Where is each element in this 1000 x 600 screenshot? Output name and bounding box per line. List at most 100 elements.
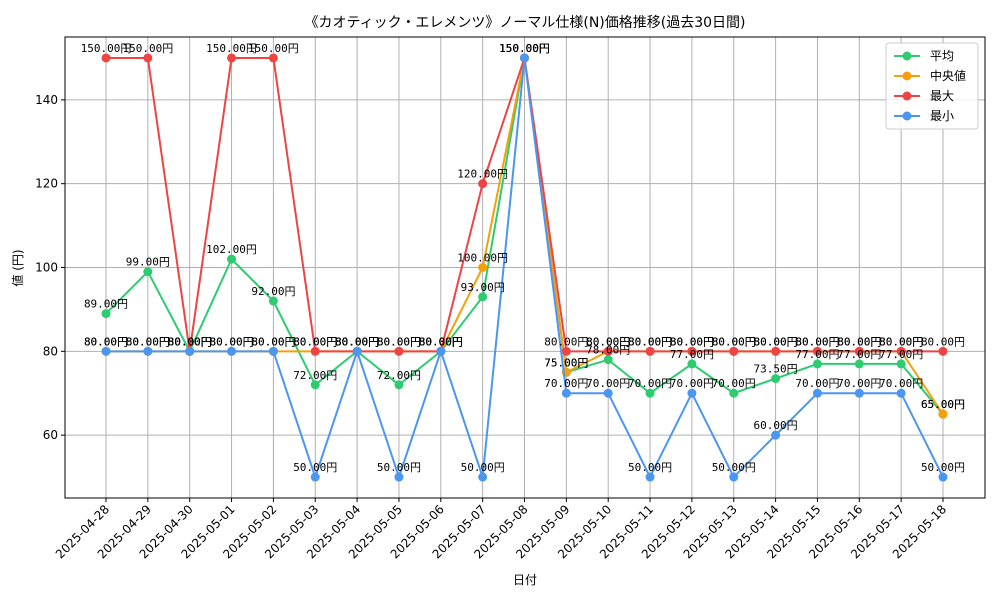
- data-point-marker: [854, 346, 864, 356]
- data-point-marker: [938, 409, 948, 419]
- legend-entry-label: 中央値: [930, 68, 966, 83]
- data-label: 73.50円: [754, 363, 798, 376]
- data-point-marker: [143, 267, 153, 277]
- data-point-marker: [478, 292, 488, 302]
- data-label: 80.00円: [586, 335, 630, 348]
- data-label: 80.00円: [377, 335, 421, 348]
- data-point-marker: [185, 346, 195, 356]
- data-label: 50.00円: [293, 461, 337, 474]
- data-label: 50.00円: [461, 461, 505, 474]
- data-label: 70.00円: [586, 377, 630, 390]
- legend-entry-label: 平均: [930, 49, 954, 63]
- data-label: 75.00円: [544, 356, 588, 369]
- data-label: 150.00円: [499, 42, 550, 55]
- data-label: 100.00円: [457, 252, 508, 265]
- data-point-marker: [101, 309, 111, 319]
- data-label: 80.00円: [670, 335, 714, 348]
- data-label: 80.00円: [84, 335, 128, 348]
- data-point-marker: [143, 346, 153, 356]
- data-label: 80.00円: [84, 335, 128, 348]
- data-label: 70.00円: [837, 377, 881, 390]
- data-label: 150.00円: [206, 42, 257, 55]
- data-point-marker: [645, 472, 655, 482]
- data-point-marker: [101, 53, 111, 63]
- data-label: 75.00円: [544, 356, 588, 369]
- data-point-marker: [687, 388, 697, 398]
- data-point-marker: [687, 359, 697, 369]
- data-point-marker: [896, 359, 906, 369]
- data-point-marker: [394, 472, 404, 482]
- data-label: 80.00円: [335, 335, 379, 348]
- data-point-marker: [812, 388, 822, 398]
- legend-marker: [902, 71, 912, 81]
- data-label: 80.00円: [754, 335, 798, 348]
- data-label: 150.00円: [499, 42, 550, 55]
- label-layer: 89.00円 99.00円 80.00円 102.00円 92.00円 72.00円 80.…: [81, 42, 965, 474]
- data-label: 80.00円: [837, 335, 881, 348]
- legend-entry-label: 最小: [930, 109, 954, 123]
- data-point-marker: [603, 355, 613, 365]
- legend-marker: [902, 111, 912, 121]
- data-label: 80.00円: [628, 335, 672, 348]
- data-point-marker: [478, 179, 488, 189]
- data-label: 150.00円: [248, 42, 299, 55]
- data-label: 150.00円: [499, 42, 550, 55]
- y-tick-label: 100: [35, 261, 58, 275]
- data-label: 80.00円: [712, 335, 756, 348]
- data-label: 70.00円: [670, 377, 714, 390]
- legend-marker: [902, 91, 912, 101]
- data-label: 80.00円: [544, 335, 588, 348]
- data-label: 70.00円: [712, 377, 756, 390]
- data-label: 80.00円: [921, 335, 965, 348]
- data-label: 50.00円: [921, 461, 965, 474]
- y-tick-label: 80: [43, 344, 58, 358]
- data-point-marker: [645, 388, 655, 398]
- data-label: 80.00円: [126, 335, 170, 348]
- data-point-marker: [645, 346, 655, 356]
- data-label: 150.00円: [81, 42, 132, 55]
- data-label: 80.00円: [335, 335, 379, 348]
- data-point-marker: [603, 346, 613, 356]
- data-label: 80.00円: [168, 335, 212, 348]
- data-point-marker: [896, 388, 906, 398]
- data-label: 78.00円: [586, 344, 630, 357]
- data-point-marker: [812, 346, 822, 356]
- data-label: 77.00円: [795, 348, 839, 361]
- data-point-marker: [771, 346, 781, 356]
- data-label: 80.00円: [879, 335, 923, 348]
- data-label: 150.00円: [122, 42, 173, 55]
- data-label: 102.00円: [206, 243, 257, 256]
- data-point-marker: [729, 472, 739, 482]
- chart-title: 《カオティック・エレメンツ》ノーマル仕様(N)価格推移(過去30日間): [304, 15, 745, 31]
- data-label: 80.00円: [335, 335, 379, 348]
- data-label: 65.00円: [921, 398, 965, 411]
- y-tick-label: 120: [35, 177, 58, 191]
- data-label: 70.00円: [628, 377, 672, 390]
- data-point-marker: [227, 346, 237, 356]
- data-label: 80.00円: [168, 335, 212, 348]
- data-label: 80.00円: [754, 335, 798, 348]
- data-label: 80.00円: [628, 335, 672, 348]
- data-label: 80.00円: [293, 335, 337, 348]
- data-label: 80.00円: [126, 335, 170, 348]
- data-point-marker: [227, 53, 237, 63]
- data-label: 80.00円: [837, 335, 881, 348]
- data-label: 50.00円: [628, 461, 672, 474]
- data-point-marker: [729, 388, 739, 398]
- data-label: 80.00円: [209, 335, 253, 348]
- data-label: 50.00円: [712, 461, 756, 474]
- data-label: 80.00円: [168, 335, 212, 348]
- data-label: 80.00円: [712, 335, 756, 348]
- data-label: 60.00円: [754, 419, 798, 432]
- data-point-marker: [268, 53, 278, 63]
- data-label: 80.00円: [879, 335, 923, 348]
- data-point-marker: [478, 472, 488, 482]
- data-point-marker: [310, 472, 320, 482]
- data-label: 70.00円: [879, 377, 923, 390]
- data-point-marker: [101, 346, 111, 356]
- data-label: 77.00円: [879, 348, 923, 361]
- data-label: 80.00円: [335, 335, 379, 348]
